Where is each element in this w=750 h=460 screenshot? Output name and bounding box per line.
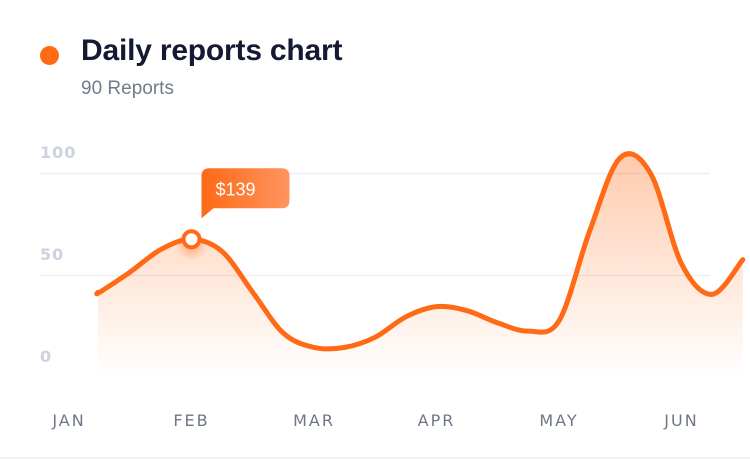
- title-dot-icon: [40, 46, 59, 65]
- chart-title: Daily reports chart: [81, 34, 343, 67]
- tooltip-label: $139: [216, 179, 256, 199]
- data-point: [373, 335, 377, 339]
- y-tick-label: 100: [40, 143, 76, 162]
- data-point: [312, 345, 316, 349]
- x-tick-label: MAY: [539, 411, 578, 430]
- data-point: [128, 270, 132, 274]
- data-point: [98, 290, 102, 294]
- data-point: [741, 258, 745, 262]
- data-point: [496, 321, 500, 325]
- x-tick-label: FEB: [173, 411, 209, 430]
- data-point: [281, 331, 285, 335]
- data-point: [251, 290, 255, 294]
- x-tick-label: MAR: [293, 411, 335, 430]
- data-point: [465, 309, 469, 313]
- data-point: [680, 262, 684, 266]
- data-point: [618, 156, 622, 160]
- data-point: [435, 305, 439, 309]
- x-tick-label: JAN: [51, 411, 85, 430]
- y-tick-label: 50: [40, 245, 64, 264]
- data-point: [343, 345, 347, 349]
- data-point: [404, 315, 408, 319]
- x-tick-label: APR: [418, 411, 456, 430]
- data-point: [526, 329, 530, 333]
- x-tick-label: JUN: [663, 411, 698, 430]
- area-fill: [96, 153, 743, 378]
- data-point: [649, 172, 653, 176]
- data-point: [557, 319, 561, 323]
- data-point: [588, 229, 592, 233]
- chart-subtitle: 90 Reports: [81, 78, 174, 99]
- data-point: [159, 247, 163, 251]
- data-point: [220, 250, 224, 254]
- highlight-point: [181, 229, 202, 250]
- y-tick-label: 0: [40, 347, 52, 366]
- data-point: [710, 292, 714, 296]
- tooltip-bubble: [201, 168, 290, 219]
